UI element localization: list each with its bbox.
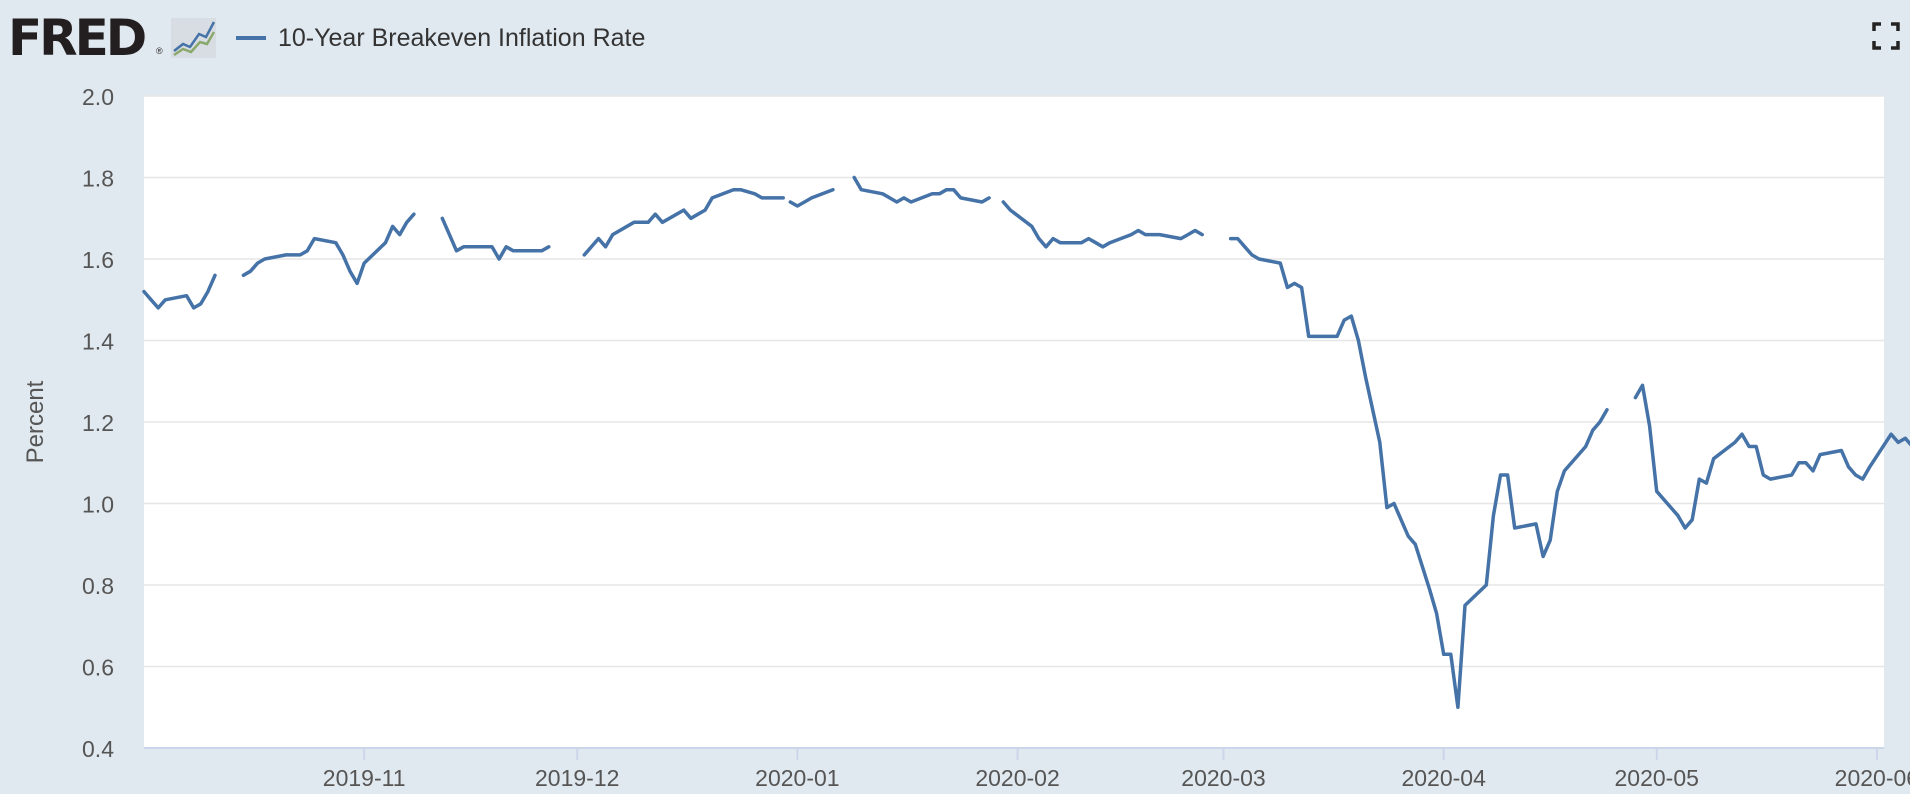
y-tick-label: 0.4 <box>82 736 114 762</box>
legend-series-label[interactable]: 10-Year Breakeven Inflation Rate <box>278 23 646 52</box>
legend: 10-Year Breakeven Inflation Rate <box>236 20 645 56</box>
x-tick-label: 2020-04 <box>1401 765 1486 791</box>
fullscreen-icon[interactable] <box>1872 22 1900 50</box>
y-tick-label: 1.6 <box>82 247 114 273</box>
x-axis: 2019-11 2019-12 2020-01 2020-02 2020-03 2020-… <box>144 747 1910 791</box>
series-line-segment[interactable] <box>241 212 416 286</box>
chart-header: FRED ® 10-Year Breakeven Inflation Rate <box>0 0 1910 78</box>
y-tick-label: 0.8 <box>82 573 114 599</box>
x-tick-label: 2019-11 <box>323 765 406 791</box>
x-tick-label: 2020-02 <box>975 765 1059 791</box>
y-tick-label: 1.2 <box>82 410 114 436</box>
series-line-segment[interactable] <box>852 175 991 204</box>
y-axis-label: Percent <box>22 380 49 463</box>
y-tick-label: 1.4 <box>82 329 114 355</box>
fred-logo[interactable]: FRED <box>8 9 147 67</box>
series-line-segment[interactable] <box>142 273 217 310</box>
series-lines <box>142 175 1910 710</box>
x-tick-label: 2020-06 <box>1835 765 1910 791</box>
x-tick-label: 2020-03 <box>1181 765 1265 791</box>
x-tick-label: 2020-01 <box>755 765 839 791</box>
y-tick-label: 1.0 <box>82 492 114 518</box>
series-line-segment[interactable] <box>1001 200 1204 249</box>
fred-logo-registered-mark: ® <box>156 46 163 56</box>
series-line-segment[interactable] <box>1633 383 1910 530</box>
series-line-segment[interactable] <box>440 216 551 261</box>
series-line-segment[interactable] <box>582 187 785 257</box>
y-tick-label: 0.6 <box>82 655 114 681</box>
x-tick-label: 2020-05 <box>1615 765 1699 791</box>
legend-series-swatch <box>236 36 266 40</box>
y-tick-label: 1.8 <box>82 166 114 192</box>
y-axis: 0.4 0.6 0.8 1.0 1.2 1.4 1.6 1.8 2.0 <box>82 84 114 762</box>
chart-line-icon[interactable] <box>171 18 216 58</box>
x-tick-label: 2019-12 <box>535 765 619 791</box>
series-line-segment[interactable] <box>788 187 835 208</box>
series-line-segment[interactable] <box>1228 236 1609 710</box>
y-tick-label: 2.0 <box>82 84 114 110</box>
